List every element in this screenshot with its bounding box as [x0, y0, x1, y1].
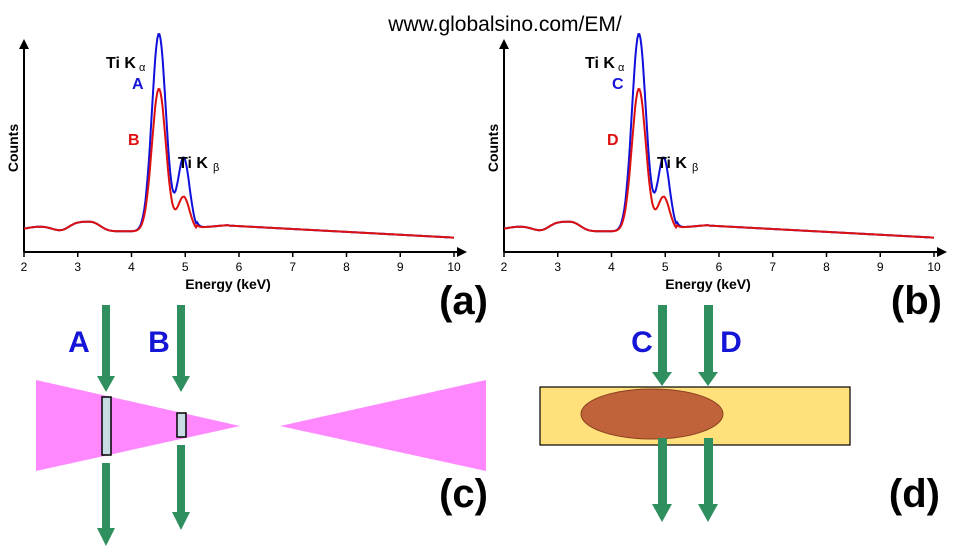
series-line-d — [503, 88, 934, 239]
x-tick-label: 7 — [769, 260, 776, 274]
peak-ka-subscript: α — [139, 62, 146, 74]
peak-kb-text: Ti K — [178, 155, 208, 172]
y-axis-label: Counts — [5, 124, 21, 172]
x-tick-label: 6 — [236, 260, 243, 274]
beam-label-a: A — [68, 326, 90, 359]
x-tick-label: 3 — [554, 260, 561, 274]
thin-window-b — [176, 412, 187, 438]
x-axis-label: Energy (keV) — [665, 276, 751, 292]
film-particle-panel: C D (d) — [539, 305, 940, 522]
panel-label-c: (c) — [439, 472, 488, 516]
transmitted-beam-a — [97, 463, 115, 546]
peak-kb-subscript: β — [692, 162, 698, 174]
series-line-b — [23, 88, 454, 239]
beam-label-c: C — [631, 326, 653, 359]
x-tick-label: 4 — [128, 260, 135, 274]
incident-beam-d — [698, 305, 718, 386]
x-tick-label: 3 — [74, 260, 81, 274]
x-axis-label: Energy (keV) — [185, 276, 271, 292]
x-tick-label: 5 — [662, 260, 669, 274]
x-tick-label: 10 — [927, 260, 941, 274]
series-label-d: D — [607, 132, 619, 149]
series-label-c: C — [612, 76, 624, 93]
transmitted-beam-c — [652, 438, 672, 522]
x-tick-label: 9 — [877, 260, 884, 274]
x-tick-label: 9 — [397, 260, 404, 274]
site-url: www.globalsino.com/EM/ — [387, 13, 622, 36]
panel-label-d: (d) — [889, 472, 940, 516]
particle — [580, 388, 724, 440]
series-line-c — [503, 33, 934, 239]
x-ticks: 2 3 4 5 6 7 8 9 10 — [21, 252, 461, 274]
x-tick-label: 2 — [21, 260, 28, 274]
wedge-left — [36, 380, 240, 471]
x-tick-label: 7 — [289, 260, 296, 274]
incident-beam-c — [652, 305, 672, 386]
x-tick-label: 8 — [823, 260, 830, 274]
peak-kb-text: Ti K — [657, 155, 687, 172]
peak-ka-subscript: α — [618, 62, 625, 74]
x-ticks: 2 3 4 5 6 7 8 9 10 — [501, 252, 941, 274]
series-line-a — [23, 33, 454, 239]
peak-label-kb: Ti K β — [657, 155, 698, 174]
beam-label-d: D — [720, 326, 742, 359]
wedge-right — [280, 380, 486, 471]
transmitted-beam-d — [698, 438, 718, 522]
beam-label-b: B — [148, 326, 170, 359]
peak-ka-text: Ti K — [585, 55, 615, 72]
peak-label-kb: Ti K β — [178, 155, 219, 174]
thick-window-a — [101, 396, 112, 456]
x-tick-label: 2 — [501, 260, 508, 274]
series-label-a: A — [132, 76, 144, 93]
peak-ka-text: Ti K — [106, 55, 136, 72]
wedge-sample-panel: A B (c) — [36, 305, 488, 546]
y-axis-label: Counts — [485, 124, 501, 172]
series-label-b: B — [128, 132, 140, 149]
incident-beam-a — [97, 305, 115, 392]
x-tick-label: 10 — [447, 260, 461, 274]
x-tick-label: 4 — [608, 260, 615, 274]
x-tick-label: 8 — [343, 260, 350, 274]
x-tick-label: 6 — [716, 260, 723, 274]
x-tick-label: 5 — [182, 260, 189, 274]
transmitted-beam-b — [172, 445, 190, 530]
incident-beam-b — [172, 305, 190, 392]
panel-label-a: (a) — [439, 279, 488, 323]
panel-label-b: (b) — [891, 279, 942, 323]
peak-kb-subscript: β — [213, 162, 219, 174]
